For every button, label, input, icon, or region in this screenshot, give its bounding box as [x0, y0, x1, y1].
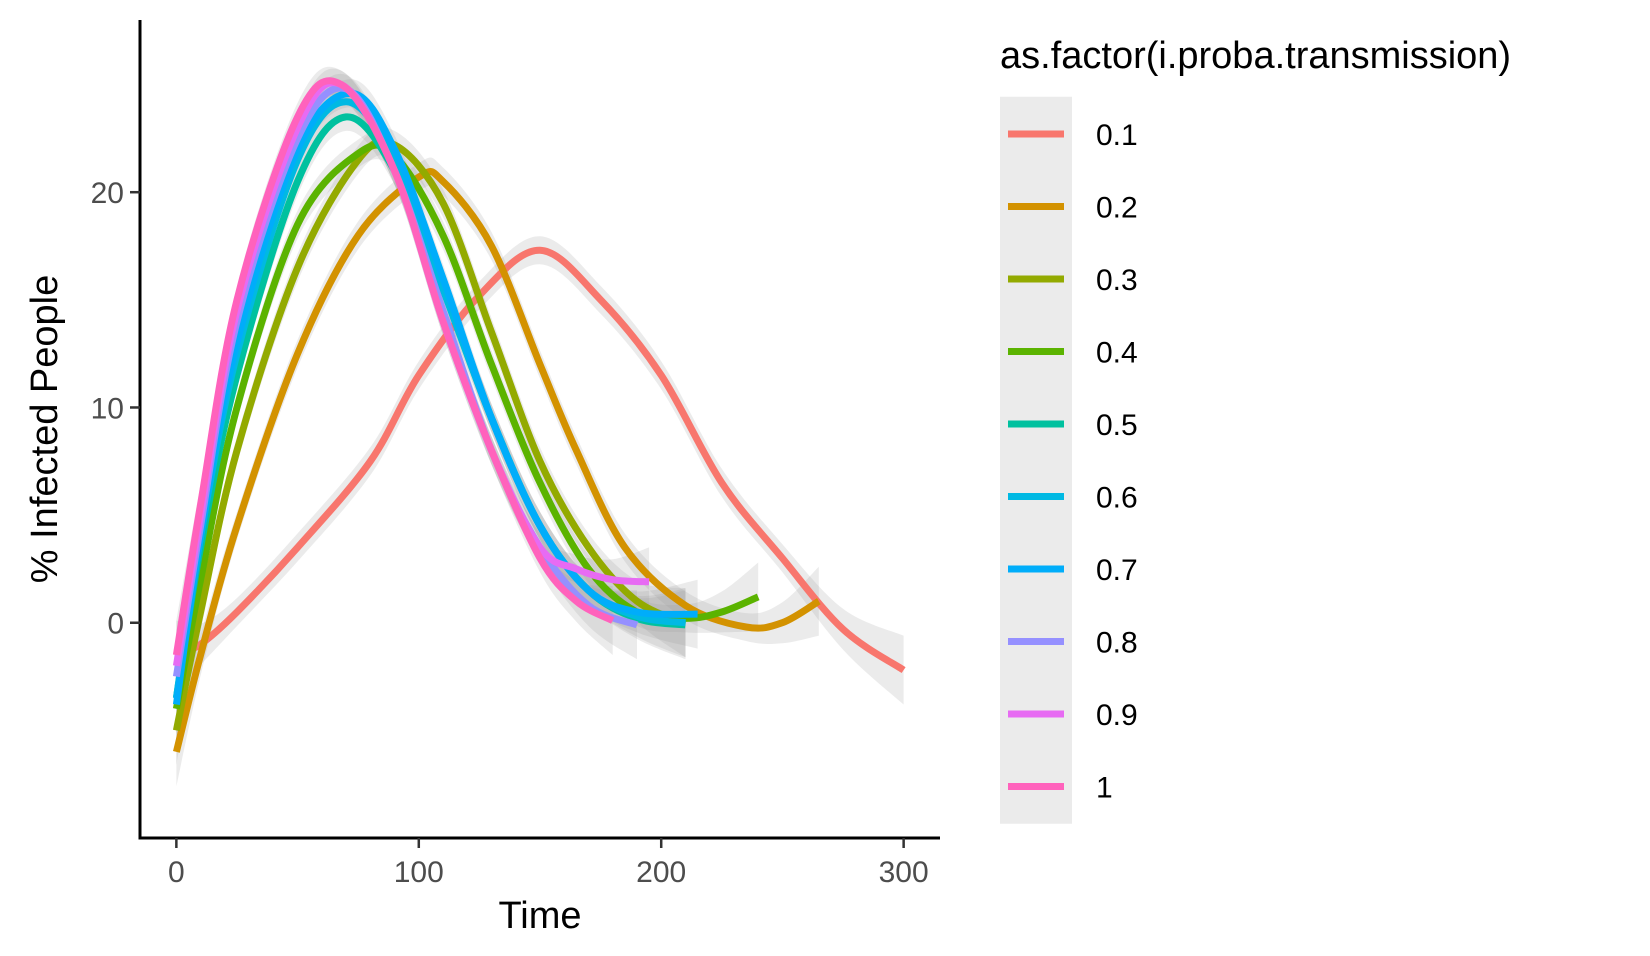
confidence-band-0.7: [176, 79, 698, 739]
legend-label: 0.3: [1096, 264, 1138, 297]
x-tick-label: 200: [636, 856, 686, 889]
legend-item-0.3: 0.3: [1008, 264, 1138, 297]
legend-label: 0.5: [1096, 409, 1138, 442]
legend-label: 1: [1096, 772, 1113, 805]
legend-title: as.factor(i.proba.transmission): [1000, 35, 1511, 77]
legend-item-1: 1: [1008, 772, 1113, 805]
series-line-0.3: [172, 137, 687, 732]
legend-label: 0.1: [1096, 119, 1138, 152]
x-axis-title: Time: [498, 895, 581, 937]
legend-items: 0.1 0.2 0.3 0.4 0.5 0.6 0.7 0.8 0.9 1: [1008, 119, 1138, 805]
y-axis-title: % Infected People: [24, 275, 66, 583]
legend-item-0.4: 0.4: [1008, 337, 1138, 370]
legend-item-0.8: 0.8: [1008, 627, 1138, 660]
legend-label: 0.6: [1096, 482, 1138, 515]
y-tick-label: 20: [91, 177, 124, 210]
legend-item-0.9: 0.9: [1008, 699, 1138, 732]
legend-label: 0.4: [1096, 337, 1138, 370]
legend-label: 0.9: [1096, 699, 1138, 732]
x-tick-label: 0: [168, 856, 185, 889]
confidence-band-0.4: [176, 131, 759, 744]
legend-item-0.1: 0.1: [1008, 119, 1138, 152]
legend-key-background: [1000, 96, 1072, 824]
x-axis-ticks: 0 100 200 300: [168, 838, 929, 889]
series-line-1: [172, 77, 615, 656]
legend-label: 0.2: [1096, 192, 1138, 225]
legend-item-0.6: 0.6: [1008, 482, 1138, 515]
y-tick-label: 0: [107, 608, 124, 641]
y-axis-ticks: 0 10 20: [91, 177, 140, 641]
legend-item-0.7: 0.7: [1008, 554, 1138, 587]
legend-label: 0.7: [1096, 554, 1138, 587]
legend: as.factor(i.proba.transmission) 0.10.20.…: [1000, 35, 1511, 824]
x-tick-label: 100: [394, 856, 444, 889]
legend-item-0.5: 0.5: [1008, 409, 1138, 442]
series-lines: [172, 77, 906, 753]
x-tick-label: 300: [879, 856, 929, 889]
legend-label: 0.8: [1096, 627, 1138, 660]
series-line-0.1: [174, 246, 906, 674]
legend-item-0.2: 0.2: [1008, 192, 1138, 225]
y-tick-label: 10: [91, 392, 124, 425]
